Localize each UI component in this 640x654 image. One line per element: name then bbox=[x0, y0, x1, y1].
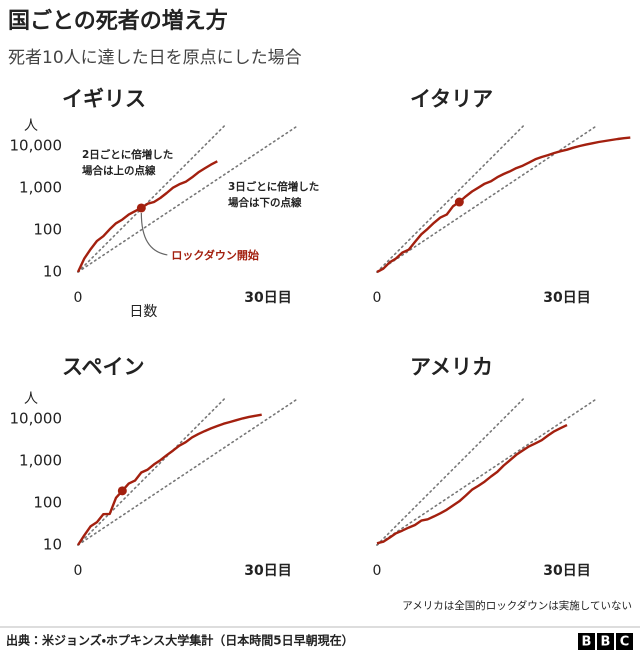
reference-line bbox=[376, 398, 525, 546]
source: 出典：米ジョンズ・ホプキンス大学集計（日本時間5日早朝現在） bbox=[6, 633, 354, 648]
x-axis-label: 日数 bbox=[129, 304, 157, 320]
reference-label: 場合は下の点線 bbox=[228, 196, 302, 209]
y-axis-label: 人 bbox=[24, 391, 38, 407]
panel-title: イギリス bbox=[62, 87, 146, 111]
lockdown-marker bbox=[454, 197, 464, 207]
reference-label: 場合は上の点線 bbox=[82, 164, 156, 177]
brand-box bbox=[597, 633, 614, 650]
reference-label: 3日ごとに倍増した bbox=[228, 180, 319, 193]
lockdown-marker bbox=[117, 486, 127, 496]
y-tick-label: 10 bbox=[43, 536, 62, 554]
reference-line bbox=[376, 398, 598, 546]
x-tick-label: 0 bbox=[373, 563, 382, 579]
y-tick-label: 100 bbox=[33, 494, 62, 512]
reference-line bbox=[376, 125, 525, 273]
brand-letter: B bbox=[601, 635, 611, 650]
y-tick-label: 10,000 bbox=[10, 410, 63, 428]
data-line bbox=[376, 136, 631, 274]
y-axis-label: 人 bbox=[24, 118, 38, 134]
x-tick-label: 0 bbox=[373, 290, 382, 306]
reference-label: 2日ごとに倍増した bbox=[82, 148, 173, 161]
x-tick-label: 0 bbox=[74, 563, 83, 579]
panel-title: イタリア bbox=[410, 87, 493, 111]
brand-letter: C bbox=[620, 635, 630, 650]
brand-box bbox=[578, 633, 595, 650]
panel-title: スペイン bbox=[62, 355, 145, 379]
page-subtitle: 死者10人に達した日を原点にした場合 bbox=[8, 48, 302, 68]
data-line bbox=[376, 424, 568, 545]
y-tick-label: 100 bbox=[33, 221, 62, 239]
brand-letter: B bbox=[582, 635, 592, 650]
x-tick-label: 0 bbox=[74, 290, 83, 306]
y-tick-label: 10,000 bbox=[10, 137, 63, 155]
reference-line bbox=[77, 398, 299, 546]
lockdown-marker bbox=[136, 203, 146, 213]
data-line bbox=[76, 160, 218, 273]
y-tick-label: 1,000 bbox=[19, 452, 62, 470]
x-tick-label: 30日目 bbox=[244, 563, 291, 579]
y-tick-label: 1,000 bbox=[19, 179, 62, 197]
x-tick-label: 30日目 bbox=[543, 290, 590, 306]
data-line bbox=[76, 413, 262, 546]
note: アメリカは全国的ロックダウンは実施していない bbox=[402, 599, 632, 612]
x-tick-label: 30日目 bbox=[244, 290, 291, 306]
marker-connector bbox=[140, 212, 168, 256]
brand-box bbox=[616, 633, 633, 650]
reference-line bbox=[77, 398, 226, 546]
reference-line bbox=[77, 125, 226, 273]
page-title: 国ごとの死者の増え方 bbox=[8, 8, 228, 34]
reference-line bbox=[77, 125, 299, 273]
x-tick-label: 30日目 bbox=[543, 563, 590, 579]
y-tick-label: 10 bbox=[43, 263, 62, 281]
panel-title: アメリカ bbox=[410, 355, 493, 379]
marker-label: ロックダウン開始 bbox=[171, 248, 259, 262]
